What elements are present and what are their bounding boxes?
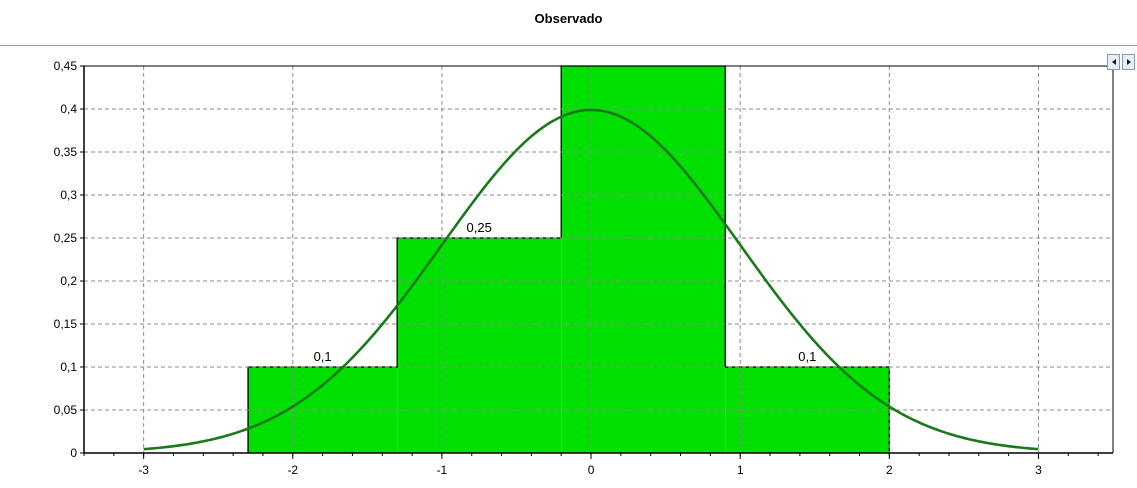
title-divider [0, 45, 1137, 46]
x-tick-label: 1 [737, 463, 744, 477]
arrow-left-icon [1111, 59, 1116, 65]
y-tick-label: 0 [70, 446, 77, 460]
y-tick-label: 0,05 [54, 403, 78, 417]
x-tick-label: 2 [886, 463, 893, 477]
bars-layer [247, 65, 890, 453]
y-tick-label: 0,3 [60, 188, 77, 202]
curve-layer [143, 108, 1039, 451]
y-tick-label: 0,35 [54, 145, 78, 159]
labels-layer: 0,1 0,25 0,1 [314, 220, 817, 364]
axes-layer: 0 0,05 0,1 0,15 0,2 0,25 0,3 0,35 0,4 0,45 -3 -2 -1 0… [54, 59, 1114, 477]
y-tick-label: 0,25 [54, 231, 78, 245]
x-tick-label: 3 [1035, 463, 1042, 477]
bar-value-label: 0,1 [798, 349, 816, 364]
x-tick-label: 0 [588, 463, 595, 477]
histogram-bar [397, 238, 562, 453]
grid-layer [84, 66, 1113, 453]
histogram-bar [561, 66, 726, 453]
normal-curve-line [143, 108, 1039, 451]
scroll-left-button[interactable] [1107, 54, 1120, 70]
x-tick-label: -2 [287, 463, 298, 477]
y-tick-label: 0,1 [60, 360, 77, 374]
arrow-right-icon [1126, 59, 1131, 65]
y-tick-label: 0,45 [54, 59, 78, 73]
chart-scroll-arrows [1107, 54, 1137, 70]
bar-value-label: 0,1 [314, 349, 332, 364]
y-tick-label: 0,2 [60, 274, 77, 288]
x-tick-label: -1 [437, 463, 448, 477]
scroll-right-button[interactable] [1122, 54, 1135, 70]
chart-title: Observado [534, 11, 603, 26]
x-tick-label: -3 [138, 463, 149, 477]
y-tick-label: 0,4 [60, 102, 77, 116]
y-tick-label: 0,15 [54, 317, 78, 331]
bar-value-label: 0,25 [467, 220, 492, 235]
